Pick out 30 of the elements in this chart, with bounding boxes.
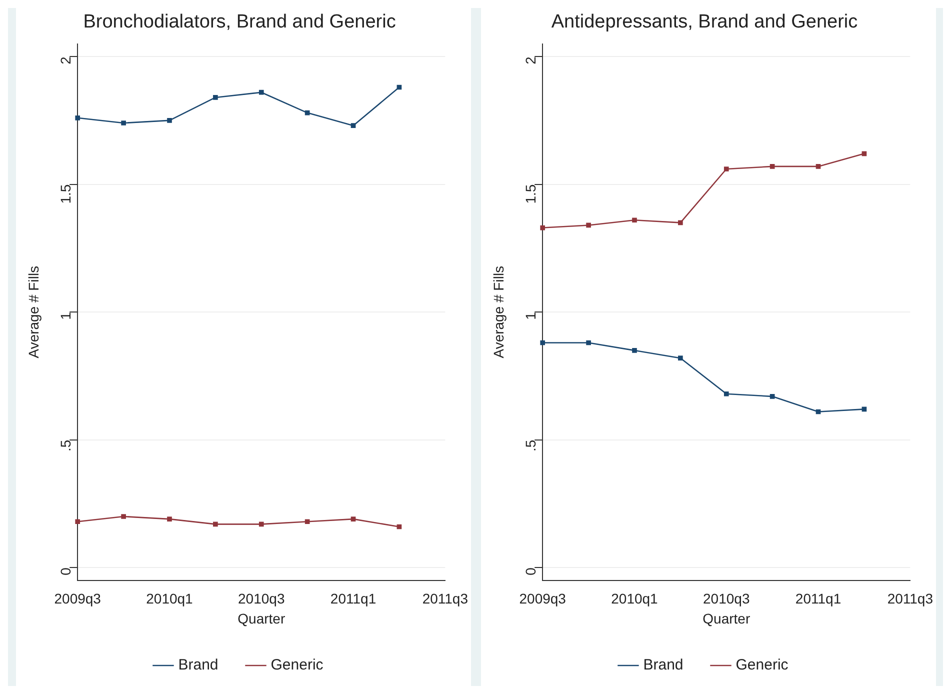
y-tick-label: .5 [522,440,538,452]
x-tick-label: 2010q3 [238,590,284,607]
x-tick-label: 2010q1 [610,590,658,607]
y-tick-label: 1.5 [522,184,538,204]
y-tick-label: 1 [522,312,538,320]
legend-label: Brand [642,656,683,674]
y-tick-label: 1 [56,312,73,320]
y-tick-label: 0 [56,567,73,576]
legend-label: Brand [178,656,218,674]
x-tick-label: 2011q3 [422,590,468,607]
x-tick-label: 2010q1 [146,590,193,607]
chart-title: Antidepressants, Brand and Generic [550,12,858,33]
y-axis-title: Average # Fills [490,266,506,358]
legend-label: Generic [270,656,324,674]
chart-title: Bronchodialators, Brand and Generic [82,12,396,33]
x-tick-label: 2011q1 [330,590,376,607]
y-axis-title: Average # Fills [24,266,41,358]
y-tick-label: 1.5 [56,184,73,204]
x-axis-title: Quarter [702,610,750,626]
x-tick-label: 2009q3 [54,590,101,607]
y-tick-label: .5 [56,440,73,452]
x-tick-label: 2011q1 [794,590,841,607]
legend-label: Generic [735,656,788,674]
x-axis-title: Quarter [237,610,285,626]
y-tick-label: 2 [56,56,73,64]
y-tick-label: 2 [522,56,538,64]
x-tick-label: 2010q3 [702,590,750,607]
x-tick-label: 2011q3 [886,590,933,607]
y-tick-label: 0 [522,567,538,576]
x-tick-label: 2009q3 [518,590,566,607]
